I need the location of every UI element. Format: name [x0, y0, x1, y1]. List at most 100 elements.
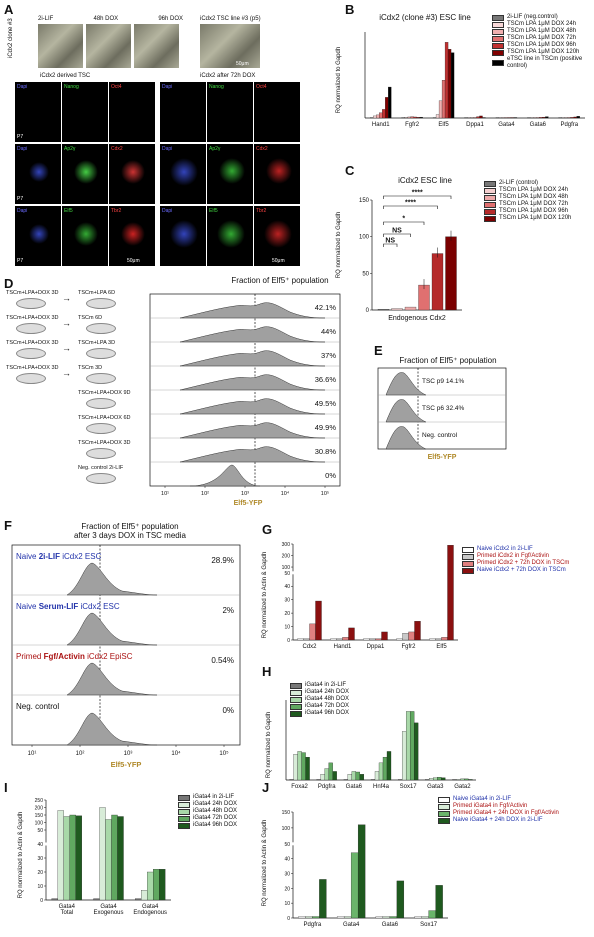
x-tick-label: Foxa2 [291, 784, 308, 790]
bar [476, 116, 480, 119]
axis-break [290, 571, 458, 575]
percent-label: 49.5% [315, 399, 337, 408]
bar [495, 117, 500, 119]
dish-icon [86, 298, 116, 309]
legend-h-3: iGata4 72h DOX [290, 703, 390, 710]
bar [316, 779, 321, 781]
bar [409, 711, 415, 781]
bar [376, 114, 380, 119]
chart-h: Foxa2 Pdgfra Gata6 Hnf4a Sox17 Gata3 Gata2 [285, 700, 476, 790]
dish-icon [86, 348, 116, 359]
panel-letter-b: B [345, 2, 355, 17]
panel-letter-h: H [262, 664, 272, 679]
chart-c-title: iCdx2 ESC line [398, 176, 452, 185]
sample-label: Naive Serum-LIF iCdx2 ESC [16, 602, 120, 611]
percent-label: 0% [222, 706, 234, 715]
x-tick-label: Exogenous [93, 910, 123, 916]
bar [452, 779, 457, 781]
y-tick-label: 100 [282, 826, 291, 832]
protocol-row: TSCm+LPA+DOX 3D → TSCm 6D [6, 315, 146, 339]
bar [63, 816, 70, 901]
bar [389, 916, 398, 919]
y-tick-label: 0 [366, 308, 370, 314]
legend-i-3: iGata4 72h DOX [178, 815, 258, 822]
x-tick-label: Fgfr2 [401, 644, 416, 650]
bar [396, 880, 405, 919]
chart-h-ylabel-wrap: RQ normalized to Gapdh [266, 700, 276, 790]
bar [510, 117, 515, 119]
protocol-row: TSCm+LPA+DOX 3D → TSCm+LPA 3D [6, 340, 146, 364]
x-tick-label: 10⁵ [219, 750, 229, 757]
bar [135, 898, 142, 901]
bar [401, 117, 405, 119]
histogram [179, 374, 326, 391]
row-label: TSC p9 14.1% [422, 378, 464, 385]
dish-icon [86, 373, 116, 384]
protocol-to: TSCm+LPA 6D [78, 290, 116, 296]
bar [289, 779, 294, 781]
protocol-row: TSCm+LPA+DOX 6D [6, 415, 146, 439]
flow-e-title: Fraction of Elf5⁺ population [399, 356, 497, 365]
bar [347, 774, 353, 781]
bar [382, 109, 386, 119]
y-tick-label: 150 [359, 198, 370, 204]
bar [357, 824, 366, 919]
axis-break [290, 842, 448, 846]
chart-b: Hand1 Fgfr2 Elf5 Dppa1 Gata4 Gata6 Pdgfra [364, 32, 585, 128]
protocol-to: TSCm+LPA+DOX 3D [78, 440, 131, 446]
bar [343, 779, 349, 781]
img-r1-nanog-l: Nanog [62, 82, 108, 142]
chart-b-ylabel: RQ normalized to Gapdh [336, 46, 342, 114]
x-tick-label: 10¹ [161, 491, 169, 497]
x-tick-label: Pdgfra [560, 122, 578, 128]
x-tick-label: Gata2 [454, 784, 471, 790]
bar [536, 117, 540, 119]
chart-j-ylabel: RQ normalized to Actin & Gapdh [262, 819, 268, 907]
dish-icon [16, 323, 46, 334]
bar [141, 890, 148, 901]
x-tick-label: Sox17 [420, 922, 438, 928]
phase-image-48h [86, 24, 131, 68]
percent-label: 30.8% [315, 447, 337, 456]
bar [437, 776, 442, 781]
protocol-to: TSCm+LPA+DOX 6D [78, 415, 131, 421]
bar [330, 638, 337, 641]
panel-letter-g: G [262, 522, 273, 537]
y-tick-label: 50 [284, 571, 290, 577]
percent-label: 2% [222, 606, 234, 615]
flow-e: TSC p9 14.1% TSC p6 32.4% Neg. control Elf5… [377, 367, 507, 461]
bar [570, 117, 574, 119]
protocol-from: TSCm+LPA+DOX 3D [6, 340, 59, 346]
percent-label: 44% [321, 327, 336, 336]
protocol-from: TSCm+LPA+DOX 3D [6, 315, 59, 321]
img-r3-elf5-l: Elf5 [62, 206, 108, 266]
y-tick-label: 20 [37, 870, 43, 876]
x-tick-label: Gata6 [382, 922, 399, 928]
bar [542, 116, 546, 119]
label-2ilif: 2i-LIF [38, 16, 54, 22]
legend-c-2: TSCm LPA 1μM DOX 48h [484, 194, 594, 201]
img-r1-nanog-r: Nanog [207, 82, 253, 142]
bar [342, 637, 349, 641]
scalebar-bottom: 50μm [127, 258, 140, 264]
legend-c-3: TSCm LPA 1μM DOX 72h [484, 201, 594, 208]
legend-b-2: TSCm LPA 1μM DOX 48h [492, 28, 592, 35]
bar [370, 117, 374, 119]
bar [375, 916, 384, 919]
bar [419, 116, 423, 119]
histogram [189, 464, 261, 487]
histogram [385, 399, 427, 423]
phase-image-2ilif [38, 24, 83, 68]
y-tick-label: 40 [284, 584, 290, 590]
percent-label: 49.9% [315, 423, 337, 432]
bar [421, 916, 429, 919]
protocol-to: TSCm 6D [78, 315, 103, 321]
x-tick-label: Gata4 [142, 904, 159, 910]
clone-label: iCdx2 clone #3 [8, 18, 14, 58]
y-tick-label: 100 [35, 821, 44, 827]
bar [332, 771, 337, 781]
chart-i: 01020304050100150200250Gata4TotalGata4Ex… [35, 798, 171, 916]
bar [545, 116, 549, 119]
x-tick-label: 10² [76, 751, 85, 757]
bar [297, 638, 304, 641]
